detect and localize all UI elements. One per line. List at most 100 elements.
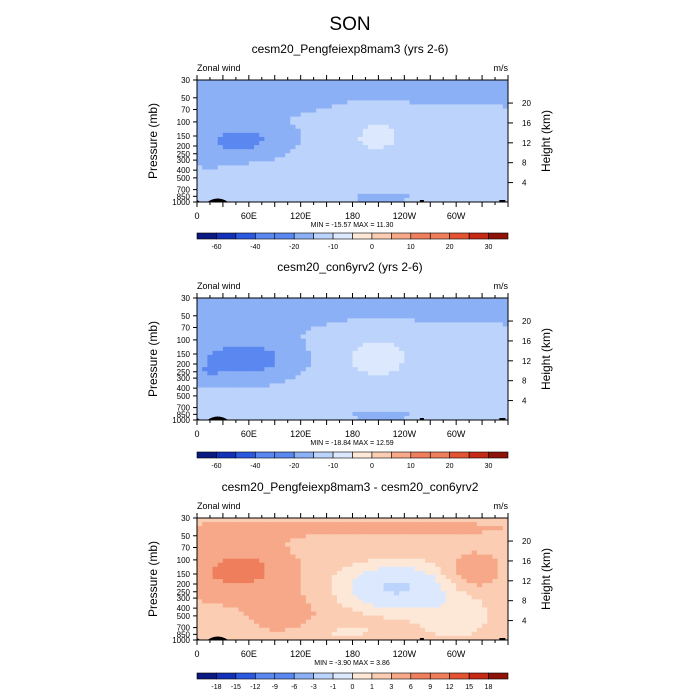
contour-cell xyxy=(316,591,322,596)
contour-cell xyxy=(336,538,343,543)
contour-cell xyxy=(487,161,493,166)
contour-cell xyxy=(212,165,219,170)
contour-cell xyxy=(342,334,348,340)
y2-axis-label: Height (km) xyxy=(539,110,553,172)
contour-cell xyxy=(487,96,493,101)
contour-cell xyxy=(482,375,488,380)
contour-cell xyxy=(248,354,255,360)
contour-cell xyxy=(430,116,436,122)
contour-cell xyxy=(311,359,317,364)
contour-cell xyxy=(269,558,276,564)
contour-cell xyxy=(326,530,333,535)
contour-cell xyxy=(373,403,379,409)
contour-cell xyxy=(331,350,338,356)
contour-cell xyxy=(290,185,296,191)
contour-cell xyxy=(466,124,473,130)
contour-cell xyxy=(440,181,447,187)
contour-cell xyxy=(197,570,203,576)
contour-cell xyxy=(279,383,286,388)
contour-cell xyxy=(311,542,317,547)
contour-cell xyxy=(414,395,421,401)
contour-cell xyxy=(197,530,203,535)
contour-cell xyxy=(228,558,234,564)
contour-cell xyxy=(352,157,359,162)
contour-cell xyxy=(243,583,250,588)
contour-cell xyxy=(445,185,452,191)
contour-cell xyxy=(425,334,431,340)
contour-cell xyxy=(409,189,416,195)
contour-cell xyxy=(285,185,291,191)
contour-cell xyxy=(471,298,478,303)
contour-cell xyxy=(404,173,410,178)
contour-cell xyxy=(466,128,473,134)
contour-cell xyxy=(347,193,353,199)
contour-cell xyxy=(342,518,348,523)
contour-cell xyxy=(430,197,436,203)
contour-cell xyxy=(243,566,250,572)
contour-cell xyxy=(502,128,509,134)
contour-cell xyxy=(254,570,260,576)
contour-cell xyxy=(238,411,245,417)
contour-cell xyxy=(456,100,462,105)
contour-cell xyxy=(461,367,467,372)
contour-cell xyxy=(409,367,416,372)
contour-cell xyxy=(383,354,390,360)
contour-cell xyxy=(383,627,390,633)
contour-cell xyxy=(202,193,208,199)
contour-cell xyxy=(373,554,379,560)
contour-cell xyxy=(326,177,333,183)
contour-cell xyxy=(264,177,270,183)
contour-cell xyxy=(347,88,353,93)
contour-cell xyxy=(197,615,203,621)
contour-cell xyxy=(295,526,302,531)
contour-cell xyxy=(311,562,317,568)
contour-cell xyxy=(362,354,369,360)
contour-cell xyxy=(285,407,291,413)
contour-cell xyxy=(456,80,462,85)
contour-cell xyxy=(228,346,234,352)
contour-cell xyxy=(362,104,369,109)
contour-cell xyxy=(456,306,462,311)
contour-cell xyxy=(378,193,384,199)
contour-cell xyxy=(378,522,384,527)
contour-cell xyxy=(482,100,488,105)
contour-cell xyxy=(316,363,322,368)
contour-cell xyxy=(326,566,333,572)
contour-cell xyxy=(212,562,219,568)
contour-cell xyxy=(295,607,302,612)
contour-cell xyxy=(445,84,452,89)
contour-cell xyxy=(248,100,255,105)
contour-cell xyxy=(466,306,473,311)
contour-cell xyxy=(456,88,462,93)
contour-cell xyxy=(259,615,265,621)
contour-cell xyxy=(487,326,493,331)
contour-cell xyxy=(440,169,447,174)
contour-cell xyxy=(238,318,245,323)
contour-cell xyxy=(440,375,447,380)
contour-cell xyxy=(450,354,457,360)
contour-cell xyxy=(290,526,296,531)
contour-cell xyxy=(197,591,203,596)
contour-cell xyxy=(217,177,224,183)
contour-cell xyxy=(316,153,322,158)
contour-cell xyxy=(399,326,405,331)
contour-cell xyxy=(259,566,265,572)
contour-cell xyxy=(388,197,395,203)
contour-cell xyxy=(202,145,208,150)
contour-cell xyxy=(373,363,379,368)
contour-cell xyxy=(450,338,457,344)
contour-cell xyxy=(279,334,286,340)
contour-cell xyxy=(378,518,384,523)
contour-cell xyxy=(414,367,421,372)
contour-cell xyxy=(331,116,338,122)
contour-cell xyxy=(233,546,239,551)
contour-cell xyxy=(383,379,390,384)
contour-cell xyxy=(238,161,245,166)
contour-cell xyxy=(461,322,467,327)
contour-cell xyxy=(482,136,488,142)
contour-cell xyxy=(290,635,296,641)
contour-cell xyxy=(492,132,499,138)
contour-cell xyxy=(274,306,281,311)
contour-cell xyxy=(321,197,327,203)
contour-cell xyxy=(393,141,400,146)
